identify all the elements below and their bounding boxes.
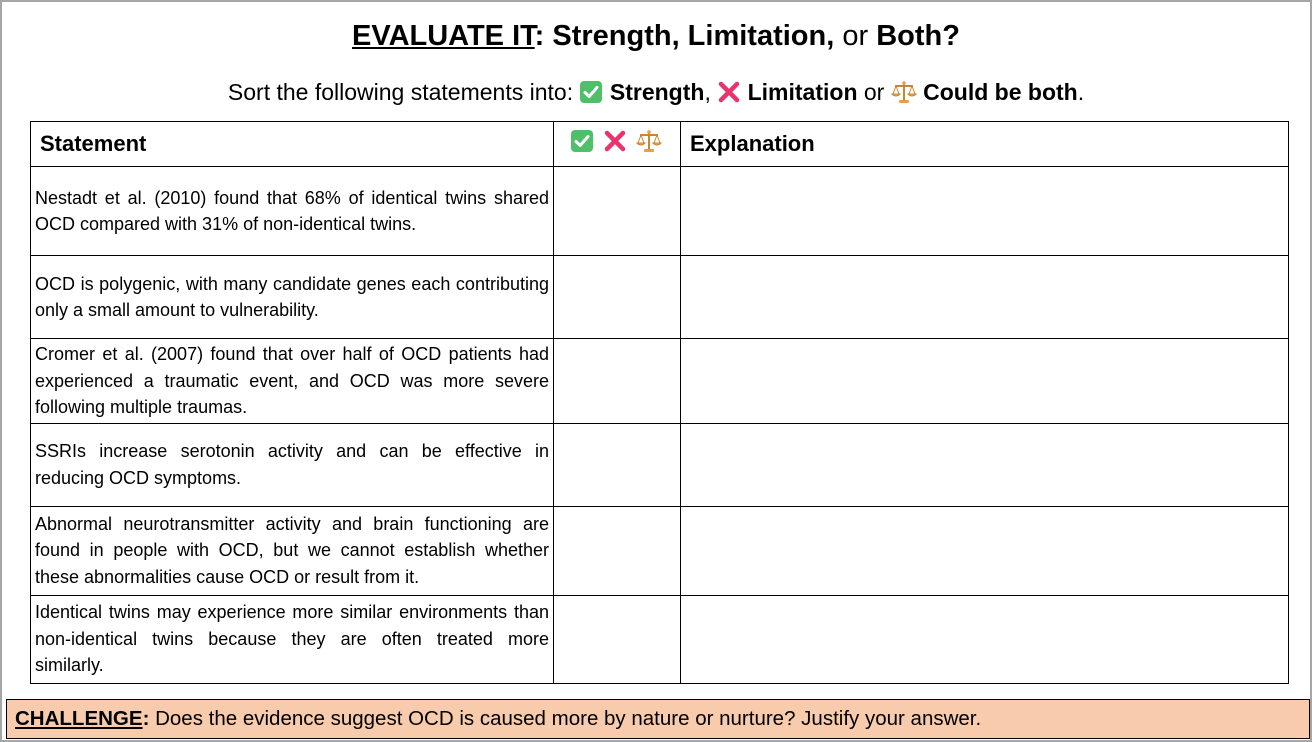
instructions-comma: , (704, 79, 718, 105)
explanation-answer-cell[interactable] (680, 255, 1289, 339)
balance-scale-icon (635, 129, 663, 159)
category-answer-cell[interactable] (553, 594, 681, 684)
cross-mark-icon (717, 80, 741, 104)
statement-column-header: Statement (30, 121, 554, 167)
statement-cell: Cromer et al. (2007) found that over hal… (30, 338, 554, 424)
explanation-column-header: Explanation (680, 121, 1289, 167)
check-mark-icon (579, 80, 603, 104)
instructions-both: Could be both (923, 79, 1078, 105)
instructions-period: . (1077, 79, 1085, 105)
category-answer-cell[interactable] (553, 338, 681, 424)
title-evaluate-it: EVALUATE IT (352, 20, 535, 52)
cross-mark-icon (603, 129, 627, 159)
title-or: or (834, 20, 877, 52)
category-answer-cell[interactable] (553, 255, 681, 339)
instructions-lead: Sort the following statements into: (227, 79, 580, 105)
instructions-or: or (857, 79, 891, 105)
challenge-label: CHALLENGE (15, 707, 143, 730)
challenge-colon: : (142, 707, 150, 730)
explanation-answer-cell[interactable] (680, 422, 1289, 507)
explanation-answer-cell[interactable] (680, 594, 1289, 684)
table-row: Identical twins may experience more simi… (30, 594, 1289, 684)
category-answer-cell[interactable] (553, 505, 681, 596)
category-answer-cell[interactable] (553, 166, 681, 256)
challenge-text: Does the evidence suggest OCD is caused … (149, 707, 982, 730)
page-title: EVALUATE IT: Strength, Limitation, or Bo… (2, 20, 1310, 53)
statement-cell: Identical twins may experience more simi… (30, 594, 554, 684)
table-row: Nestadt et al. (2010) found that 68% of … (30, 166, 1289, 256)
explanation-answer-cell[interactable] (680, 166, 1289, 256)
statement-cell: SSRIs increase serotonin activity and ca… (30, 422, 554, 507)
check-mark-icon (570, 129, 594, 159)
statement-cell: OCD is polygenic, with many candidate ge… (30, 255, 554, 339)
balance-scale-icon (890, 80, 917, 104)
explanation-answer-cell[interactable] (680, 338, 1289, 424)
table-row: Abnormal neurotransmitter activity and b… (30, 505, 1289, 596)
instructions-strength: Strength (609, 79, 705, 105)
title-both: Both? (876, 20, 960, 52)
instructions: Sort the following statements into: Stre… (2, 79, 1310, 106)
evaluation-table: Statement Explanation Nestadt et al. (20… (30, 121, 1289, 684)
table-row: OCD is polygenic, with many candidate ge… (30, 255, 1289, 339)
category-answer-cell[interactable] (553, 422, 681, 507)
title-strength-limitation: : Strength, Limitation, (534, 20, 835, 52)
table-row: Cromer et al. (2007) found that over hal… (30, 338, 1289, 424)
instructions-limitation: Limitation (747, 79, 858, 105)
table-header-row: Statement Explanation (30, 121, 1289, 167)
table-row: SSRIs increase serotonin activity and ca… (30, 422, 1289, 507)
category-column-header (553, 121, 681, 167)
explanation-answer-cell[interactable] (680, 505, 1289, 596)
statement-cell: Abnormal neurotransmitter activity and b… (30, 505, 554, 596)
statement-cell: Nestadt et al. (2010) found that 68% of … (30, 166, 554, 256)
challenge-box: CHALLENGE: Does the evidence suggest OCD… (6, 699, 1310, 739)
